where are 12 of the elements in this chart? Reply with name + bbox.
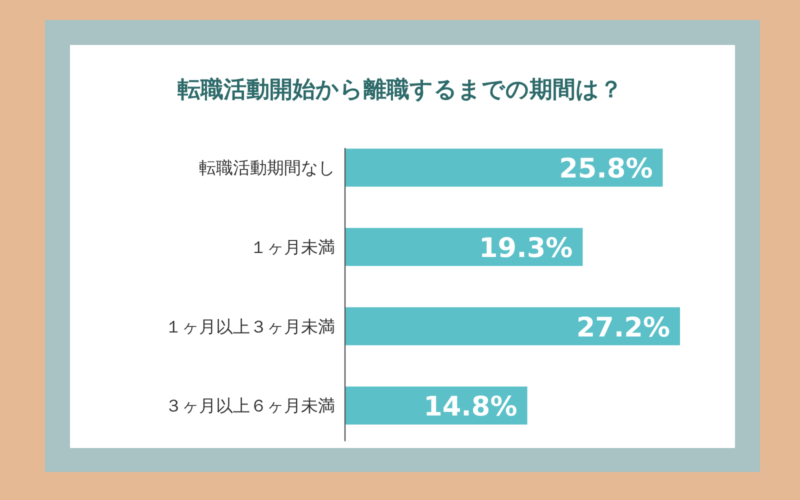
- y-tick-label: １ヶ月未満: [250, 238, 335, 258]
- y-tick-label: １ヶ月以上３ヶ月未満: [165, 317, 335, 338]
- bar: [345, 148, 663, 187]
- bar: [345, 307, 680, 346]
- bar: [345, 228, 583, 266]
- data-label: 14.8%: [424, 392, 518, 423]
- data-label: 25.8%: [559, 154, 653, 185]
- y-tick-label: 転職活動期間なし: [199, 158, 335, 179]
- chart-title: 転職活動開始から離職するまでの期間は？: [178, 77, 622, 103]
- data-label: 19.3%: [479, 232, 573, 264]
- data-label: 27.2%: [576, 312, 670, 344]
- y-tick-label: ３ヶ月以上６ヶ月未満: [165, 396, 335, 417]
